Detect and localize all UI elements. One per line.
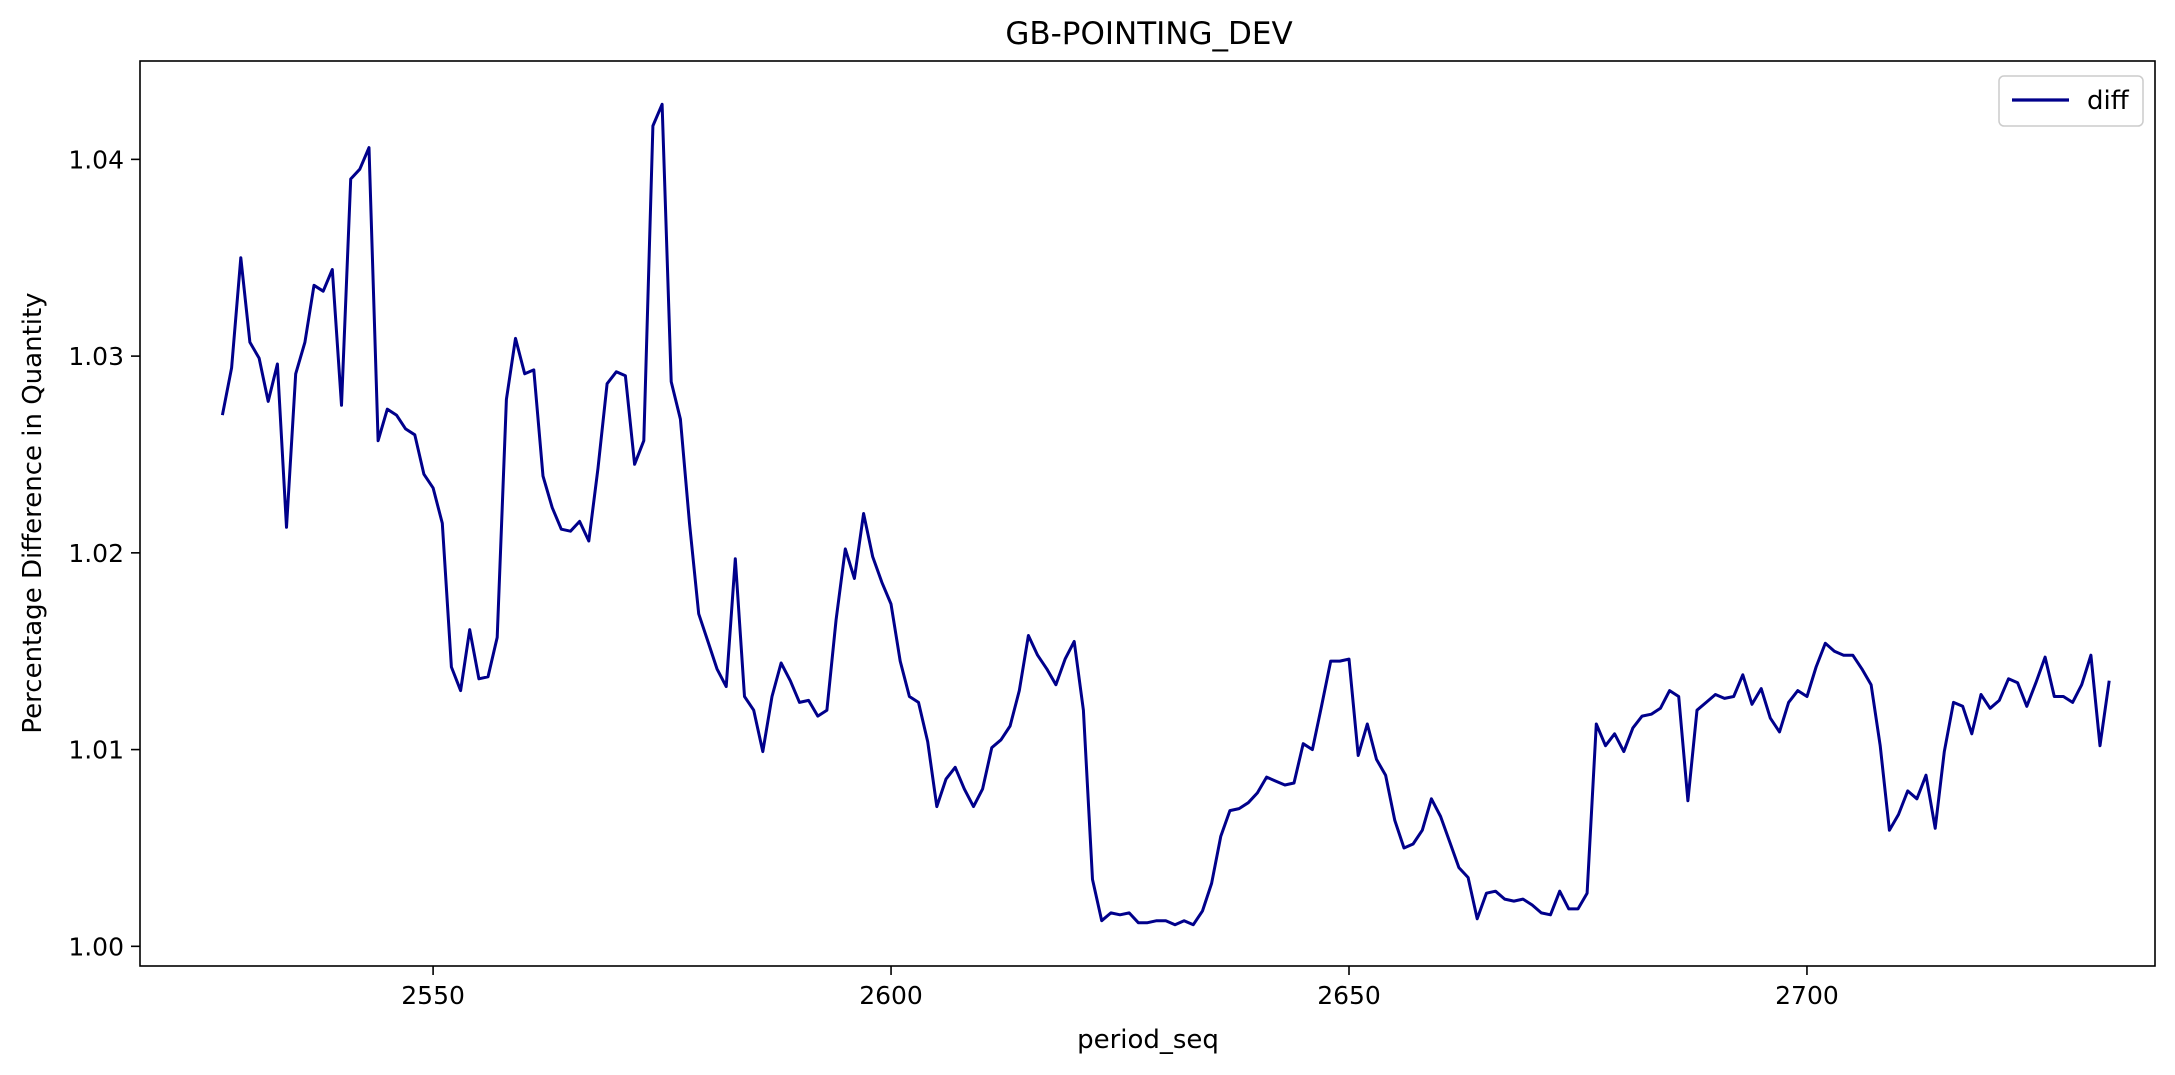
x-tick-label: 2700	[1775, 981, 1839, 1010]
legend: diff	[1998, 75, 2144, 127]
y-tick-label: 1.01	[68, 736, 124, 765]
y-tick-label: 1.03	[68, 342, 124, 371]
x-tick-label: 2550	[401, 981, 465, 1010]
x-tick-label: 2600	[859, 981, 923, 1010]
chart-title: GB-POINTING_DEV	[1005, 16, 1292, 52]
y-tick-label: 1.00	[68, 932, 124, 961]
x-tick-label: 2650	[1317, 981, 1381, 1010]
series-line-diff	[220, 102, 2111, 927]
x-axis-label: period_seq	[1077, 1025, 1219, 1055]
x-axis: 2550 2600 2650 2700	[401, 966, 1839, 1010]
y-axis-label: Percentage Difference in Quantity	[18, 292, 48, 733]
series-layer	[220, 102, 2111, 927]
y-tick-label: 1.04	[68, 145, 124, 174]
y-axis: 1.00 1.01 1.02 1.03 1.04	[68, 145, 140, 961]
legend-label-diff: diff	[2087, 86, 2130, 116]
y-tick-label: 1.02	[68, 539, 124, 568]
plot-area: 2550 2600 2650 2700 1.00 1.01 1.02 1.03 1.04	[68, 60, 2156, 1010]
legend-frame	[1998, 75, 2144, 127]
plot-frame	[139, 60, 2156, 967]
